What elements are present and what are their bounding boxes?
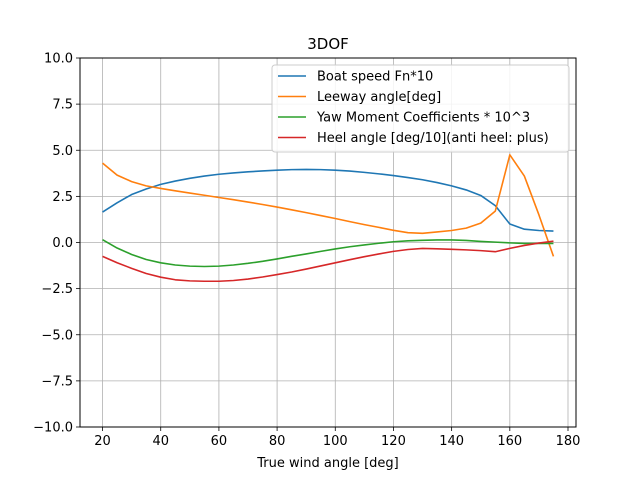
legend-label-1: Leeway angle[deg] — [317, 90, 441, 105]
series-line-2 — [102, 239, 554, 268]
chart-title: 3DOF — [307, 35, 349, 53]
x-axis-label: True wind angle [deg] — [256, 456, 398, 471]
y-tick-label: 5.0 — [52, 144, 73, 159]
x-tick-label: 140 — [439, 434, 464, 449]
x-tick-label: 20 — [94, 434, 111, 449]
y-tick-label: −7.5 — [41, 374, 73, 389]
y-tick-label: −10.0 — [33, 421, 73, 436]
series-line-3 — [102, 240, 554, 283]
series-line-1 — [102, 154, 555, 257]
x-tick-label: 80 — [269, 434, 286, 449]
axis-ticks: 20 40 60 80 100 120 140 160 180 −10.0 −7.5 −5.0 −2.5… — [33, 52, 580, 450]
x-tick-label: 40 — [152, 434, 169, 449]
x-tick-label: 60 — [211, 434, 228, 449]
legend-box — [271, 64, 570, 153]
x-tick-label: 160 — [497, 434, 522, 449]
y-tick-label: 0.0 — [52, 236, 73, 251]
series-line-0 — [102, 168, 554, 232]
series-lines — [102, 154, 555, 283]
y-tick-label: −2.5 — [41, 282, 73, 297]
y-tick-label: 2.5 — [52, 190, 73, 205]
legend-label-3: Heel angle [deg/10](anti heel: plus) — [317, 131, 549, 146]
x-tick-label: 120 — [381, 434, 406, 449]
y-tick-label: 10.0 — [44, 52, 73, 67]
y-tick-label: 7.5 — [52, 98, 73, 113]
legend-label-0: Boat speed Fn*10 — [317, 70, 433, 85]
x-tick-label: 100 — [323, 434, 348, 449]
x-tick-label: 180 — [556, 434, 581, 449]
legend: Boat speed Fn*10 Leeway angle[deg] Yaw Mom… — [271, 64, 570, 153]
legend-label-2: Yaw Moment Coefficients * 10^3 — [316, 111, 530, 126]
y-tick-label: −5.0 — [41, 328, 73, 343]
